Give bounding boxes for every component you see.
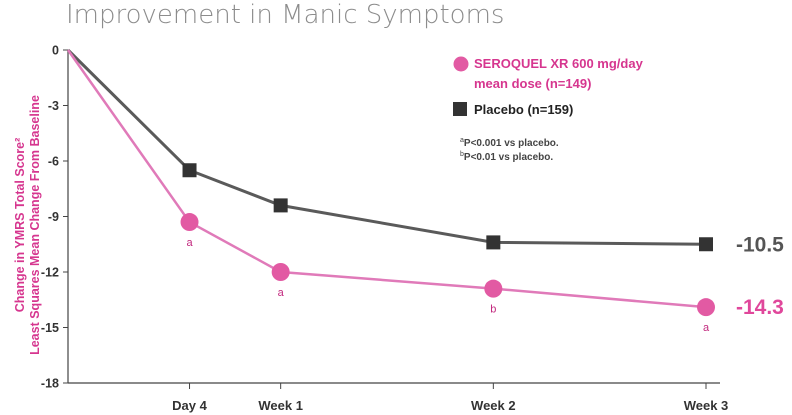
y-tick-label: -6	[48, 155, 59, 169]
legend-seroquel-label-line1: SEROQUEL XR 600 mg/day	[474, 56, 644, 71]
x-tick-label: Day 4	[172, 398, 207, 413]
seroquel-point	[697, 298, 715, 317]
seroquel-line	[66, 49, 707, 309]
y-axis-label-line2: Least Squares Mean Change From Baseline	[28, 95, 42, 355]
y-tick-label: -15	[41, 321, 59, 335]
y-tick-label: 0	[52, 44, 59, 58]
y-tick-label: -18	[41, 377, 59, 391]
seroquel-point	[180, 213, 199, 232]
placebo-line	[66, 48, 707, 246]
legend-placebo-label: Placebo (n=159)	[474, 102, 573, 117]
footnote-b-text: P<0.01 vs placebo.	[464, 152, 553, 163]
end-labels: -10.5 -14.3	[736, 233, 784, 319]
significance-label: a	[186, 237, 193, 249]
legend-seroquel-label-line2: mean dose (n=149)	[474, 76, 591, 91]
chart-title: Improvement in Manic Symptoms	[66, 0, 504, 30]
series-lines	[66, 48, 707, 309]
series-markers	[180, 163, 715, 317]
y-tick-label: -9	[48, 210, 59, 224]
placebo-point	[486, 235, 501, 250]
seroquel-point	[271, 263, 290, 281]
legend-placebo-marker	[453, 102, 467, 116]
placebo-point	[273, 198, 288, 213]
placebo-point	[182, 163, 197, 178]
x-tick-label: Week 2	[471, 398, 516, 413]
legend: SEROQUEL XR 600 mg/day mean dose (n=149)…	[453, 56, 644, 163]
placebo-end-label: -10.5	[736, 233, 784, 256]
x-tick-label: Week 3	[684, 398, 729, 413]
y-ticks: 0 -3 -6 -9 -12 -15 -18	[41, 44, 68, 391]
placebo-point	[699, 237, 713, 252]
significance-label: b	[490, 304, 496, 316]
footnote-a-text: P<0.001 vs placebo.	[464, 138, 559, 149]
footnote-b: bP<0.01 vs placebo.	[460, 151, 553, 163]
significance-labels: a a b a	[186, 237, 709, 334]
footnote-a: aP<0.001 vs placebo.	[460, 137, 559, 149]
footnote-a-sup: a	[460, 137, 464, 144]
y-axis-title: Change in YMRS Total Score² Least Square…	[13, 95, 42, 355]
y-axis-label-line1: Change in YMRS Total Score²	[13, 138, 27, 313]
seroquel-end-label: -14.3	[736, 296, 784, 319]
footnote-b-sup: b	[460, 151, 464, 158]
significance-label: a	[703, 322, 710, 334]
y-tick-label: -3	[48, 99, 59, 113]
significance-label: a	[278, 287, 285, 299]
y-tick-label: -12	[41, 266, 59, 280]
x-ticks: Day 4 Week 1 Week 2 Week 3	[172, 383, 728, 413]
x-tick-label: Week 1	[258, 398, 303, 413]
seroquel-point	[484, 279, 503, 298]
legend-seroquel-marker	[453, 56, 469, 72]
